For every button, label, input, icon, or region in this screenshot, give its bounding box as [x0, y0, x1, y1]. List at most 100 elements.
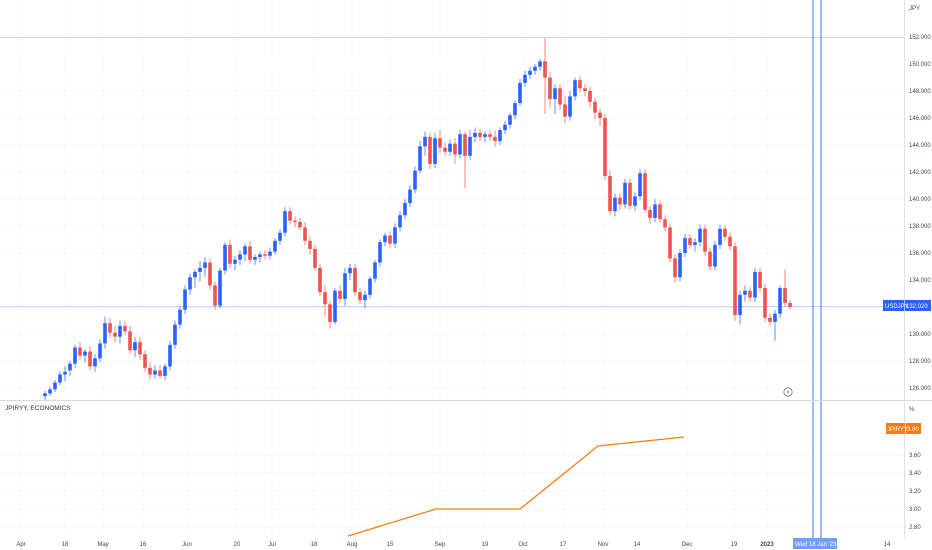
time-tick-label: Nov	[598, 542, 609, 548]
candle-body	[763, 288, 767, 318]
candle-body	[618, 197, 622, 205]
candle-body	[688, 238, 692, 245]
indicator-last-value: 3.80	[907, 427, 919, 433]
candle-body	[63, 371, 67, 375]
candle-body	[403, 203, 407, 216]
indicator-tick-label: 3.20	[909, 489, 921, 495]
candle-body	[773, 313, 777, 322]
candle-body	[243, 246, 247, 255]
candle-body	[323, 292, 327, 305]
candle-body	[83, 351, 87, 356]
candle-body	[138, 342, 142, 355]
candle-body	[733, 246, 737, 316]
candle-body	[43, 393, 47, 397]
candle-body	[718, 228, 722, 245]
candle-body	[148, 367, 152, 375]
candle-body	[578, 80, 582, 89]
candle-body	[123, 325, 127, 332]
candle-body	[498, 130, 502, 141]
candle-body	[248, 246, 252, 260]
candle-body	[353, 267, 357, 293]
candle-body	[573, 80, 577, 97]
candle-body	[253, 257, 257, 260]
candle-body	[698, 228, 702, 243]
crosshair-date-label: Wed 18 Jan '23	[793, 538, 837, 549]
indicator-title[interactable]: JPIRYY, ECONOMICS	[5, 405, 71, 412]
candle-body	[723, 228, 727, 237]
candle-body	[658, 204, 662, 220]
lightning-icon[interactable]	[783, 387, 793, 397]
candle-body	[88, 351, 92, 367]
candle-body	[153, 370, 157, 375]
candle-body	[133, 342, 137, 351]
time-tick-label: 20	[234, 542, 241, 548]
candle-body	[768, 317, 772, 322]
jpiryy-line-series	[347, 436, 685, 537]
candle-body	[468, 136, 472, 156]
candle-body	[543, 61, 547, 78]
candle-body	[758, 271, 762, 289]
guide-lines	[0, 0, 904, 538]
candle-body	[413, 170, 417, 190]
indicator-axis-unit-label: %	[909, 407, 915, 413]
candle-body	[653, 204, 657, 218]
candle-body	[333, 290, 337, 322]
candle-body	[458, 134, 462, 155]
candle-body	[593, 101, 597, 113]
candle-body	[118, 325, 122, 337]
candle-body	[643, 173, 647, 210]
price-tick-label: 128.000	[909, 359, 931, 365]
price-tick-label: 152.000	[909, 35, 931, 41]
candle-body	[378, 242, 382, 263]
candle-body	[168, 344, 172, 367]
candle-body	[268, 251, 272, 256]
candle-body	[398, 215, 402, 228]
candle-body	[428, 136, 432, 164]
candle-body	[408, 189, 412, 204]
price-tick-label: 136.000	[909, 251, 931, 257]
candle-body	[183, 289, 187, 310]
candle-body	[648, 209, 652, 218]
time-tick-label: 18	[62, 542, 69, 548]
candle-body	[488, 134, 492, 137]
candle-body	[693, 242, 697, 245]
candle-body	[558, 88, 562, 105]
crosshair-date-text: Wed 18 Jan '23	[795, 542, 837, 548]
candle-body	[158, 370, 162, 376]
last-price-label: 132.020	[906, 304, 928, 310]
time-tick-label: Aug	[347, 542, 358, 548]
time-tick-label: 14	[634, 542, 641, 548]
jpiryy-line	[347, 436, 685, 537]
indicator-value-badge: JPIRYY 3.80	[886, 423, 921, 434]
price-tick-label: 138.000	[909, 224, 931, 230]
candle-body	[163, 366, 167, 376]
indicator-tick-label: 3.40	[909, 471, 921, 477]
candle-body	[423, 136, 427, 147]
candle-body	[388, 235, 392, 244]
candle-body	[783, 288, 787, 303]
candle-body	[683, 238, 687, 253]
price-and-time-axes: 152.000 150.000 148.000 146.000 144.000 142.0…	[16, 35, 931, 548]
indicator-badge-label: JPIRYY	[887, 427, 908, 433]
candle-body	[208, 262, 212, 286]
candle-body	[438, 138, 442, 148]
candle-body	[338, 290, 342, 299]
candle-body	[553, 88, 557, 100]
candle-body	[473, 132, 477, 137]
candle-body	[303, 227, 307, 241]
candle-body	[493, 136, 497, 141]
price-tick-label: 130.000	[909, 332, 931, 338]
candle-body	[298, 221, 302, 228]
indicator-tick-label: 3.00	[909, 507, 921, 513]
candle-body	[228, 244, 232, 264]
time-tick-label: 15	[387, 542, 394, 548]
candle-body	[528, 70, 532, 75]
candle-body	[368, 278, 372, 295]
candle-body	[478, 132, 482, 137]
symbol-badge-label: USDJPY	[885, 304, 909, 310]
candle-body	[703, 228, 707, 252]
candle-body	[128, 331, 132, 351]
candle-body	[143, 354, 147, 368]
candle-body	[48, 389, 52, 394]
price-tick-label: 134.000	[909, 278, 931, 284]
